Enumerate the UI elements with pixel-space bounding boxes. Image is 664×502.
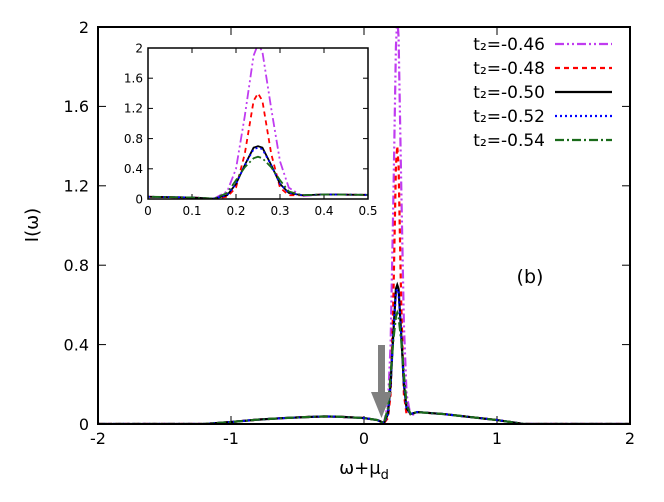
legend-label: t₂=-0.52 <box>473 107 545 127</box>
x-tick-label: -2 <box>90 429 106 448</box>
series-line <box>148 155 368 199</box>
y-tick-label: 0.4 <box>124 162 143 176</box>
x-tick-label: 2 <box>625 429 635 448</box>
y-tick-label: 1.2 <box>64 177 89 196</box>
x-tick-label: 0 <box>144 204 152 218</box>
series-line <box>98 27 630 424</box>
legend-label: t₂=-0.50 <box>473 83 545 103</box>
y-tick-label: 1.6 <box>124 72 143 86</box>
y-tick-label: 1.2 <box>124 102 143 116</box>
x-tick-label: 1 <box>492 429 502 448</box>
y-tick-label: 2 <box>135 41 143 55</box>
main-plot: -2 -1 0 1 2 0 0.4 0.8 1.2 1.6 2 <box>64 18 636 448</box>
legend-label: t₂=-0.54 <box>473 131 545 151</box>
x-tick-label: 0 <box>359 429 369 448</box>
series-line <box>98 309 630 424</box>
inset-background <box>148 48 368 199</box>
x-tick-label: 0.4 <box>314 204 333 218</box>
series-line <box>148 145 368 199</box>
series-line <box>98 285 630 424</box>
x-axis-label-sub: d <box>381 468 389 483</box>
x-tick-label: 0.2 <box>226 204 245 218</box>
x-tick-label: 0.5 <box>358 204 377 218</box>
y-tick-label: 0.4 <box>64 335 89 354</box>
y-tick-label: 0.8 <box>64 256 89 275</box>
x-axis-label-main: ω+μ <box>339 458 381 479</box>
series-group <box>148 48 368 199</box>
arrow <box>371 345 392 418</box>
y-tick-label: 1.6 <box>64 97 89 116</box>
x-axis-label: ω+μd <box>339 458 389 483</box>
plot-frame <box>97 26 631 425</box>
y-tick-label: 0 <box>79 415 89 434</box>
legend-label: t₂=-0.46 <box>473 35 545 55</box>
y-tick-label: 2 <box>79 18 89 37</box>
legend: t₂=-0.46 t₂=-0.48 t₂=-0.50 t₂=-0.52 t₂=-0.54 <box>473 35 612 151</box>
legend-label: t₂=-0.48 <box>473 59 545 79</box>
y-axis-label: I(ω) <box>22 208 43 242</box>
x-tick-label: -1 <box>223 429 239 448</box>
y-tick-label: 0.8 <box>124 132 143 146</box>
annotation: (b) <box>517 266 544 288</box>
x-tick-label: 0.3 <box>270 204 289 218</box>
inset-plot: 0 0.1 0.2 0.3 0.4 0.5 0 0.4 0.8 1.2 1.6 2 <box>124 41 378 218</box>
plot-frame <box>147 47 369 200</box>
series-group <box>98 27 630 424</box>
x-tick-label: 0.1 <box>182 204 201 218</box>
y-tick-label: 0 <box>135 192 143 206</box>
